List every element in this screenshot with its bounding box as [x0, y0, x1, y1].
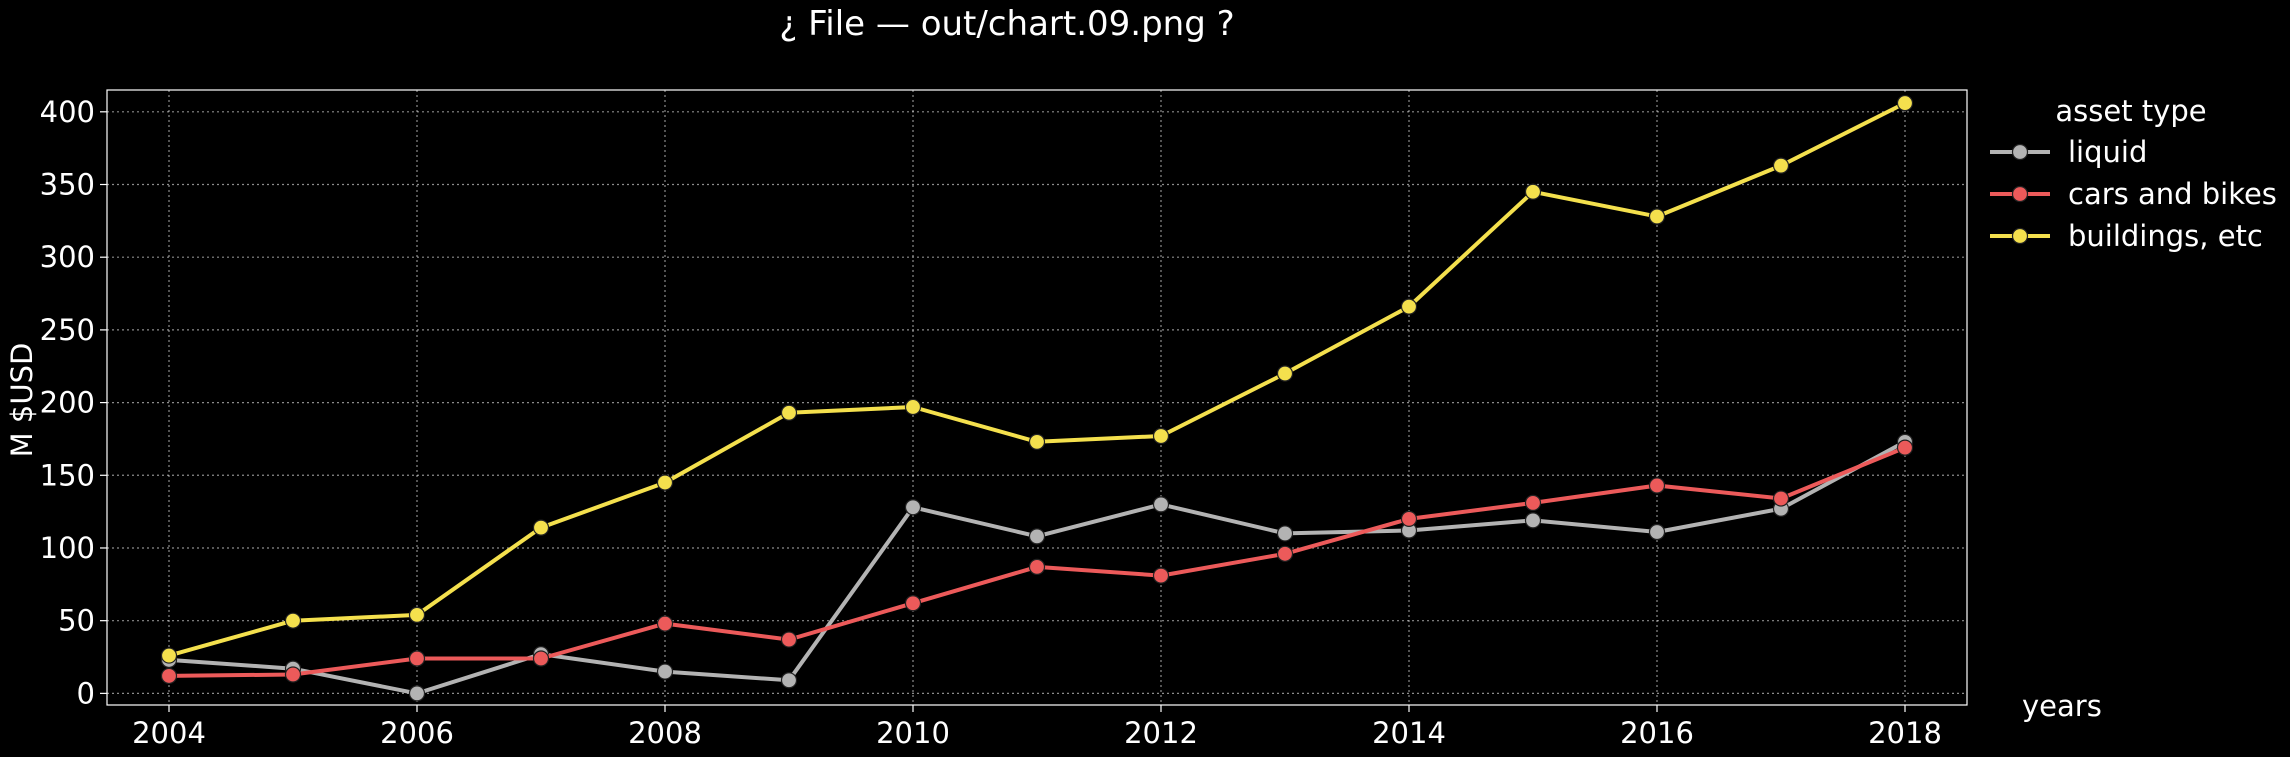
series-layer	[160, 94, 1914, 702]
y-tick-label: 50	[58, 604, 95, 638]
data-point	[904, 595, 922, 612]
x-tick-label: 2012	[1124, 716, 1198, 750]
data-point	[780, 631, 798, 648]
data-point	[1400, 510, 1418, 528]
y-tick-label: 400	[40, 95, 95, 129]
y-tick-label: 250	[40, 313, 95, 347]
chart-title: ¿ File — out/chart.09.png ?	[779, 4, 1234, 44]
data-point	[656, 474, 674, 491]
data-point	[1896, 439, 1914, 456]
data-point	[1276, 545, 1294, 562]
x-tick-label: 2018	[1868, 716, 1942, 750]
data-point	[160, 647, 178, 664]
x-axis-label: years	[2022, 689, 2102, 723]
data-point	[1028, 433, 1046, 450]
data-point	[1276, 365, 1294, 382]
data-point	[780, 672, 798, 689]
data-point	[656, 615, 674, 632]
data-point	[284, 666, 302, 683]
data-point	[1648, 477, 1666, 494]
y-tick-label: 300	[40, 240, 95, 274]
data-point	[1152, 567, 1170, 584]
legend-label: cars and bikes	[2068, 177, 2277, 211]
legend-title: asset type	[2055, 94, 2206, 128]
data-point	[408, 685, 426, 702]
data-point	[1524, 494, 1542, 512]
data-point	[1648, 208, 1666, 225]
legend: asset type liquid cars and bikes buildings…	[1990, 94, 2277, 253]
data-point	[904, 398, 922, 416]
data-point	[656, 663, 674, 680]
plot-area-frame	[106, 89, 1968, 706]
data-point	[160, 667, 178, 685]
data-point	[1896, 94, 1914, 112]
legend-swatch-marker	[2011, 143, 2029, 161]
x-tick-label: 2014	[1372, 716, 1446, 750]
data-point	[408, 650, 426, 667]
data-point	[532, 519, 550, 536]
data-point	[1648, 523, 1666, 541]
series-buildings-etc	[160, 94, 1914, 664]
data-point	[1152, 427, 1170, 445]
legend-swatch-marker	[2011, 185, 2029, 203]
legend-item: liquid	[1990, 135, 2147, 169]
x-tick-label: 2008	[628, 716, 702, 750]
series-cars-and-bikes	[160, 439, 1914, 685]
y-tick-label: 200	[40, 386, 95, 420]
data-point	[284, 612, 302, 629]
data-point	[1400, 298, 1418, 315]
data-point	[1028, 528, 1046, 545]
data-point	[1524, 183, 1542, 200]
legend-item: cars and bikes	[1990, 177, 2277, 211]
x-tick-label: 2010	[876, 716, 950, 750]
data-point	[780, 404, 798, 421]
legend-swatch-marker	[2011, 227, 2029, 245]
x-axis-ticks: 2004 2006 2008 2010 2012 2014 2016 2018	[132, 705, 1942, 750]
x-tick-label: 2016	[1620, 716, 1694, 750]
data-point	[1524, 512, 1542, 529]
x-tick-label: 2006	[380, 716, 454, 750]
data-point	[1772, 157, 1790, 174]
data-point	[904, 499, 922, 516]
y-tick-label: 100	[40, 531, 95, 565]
data-point	[1772, 490, 1790, 507]
legend-item: buildings, etc	[1990, 219, 2263, 253]
legend-label: buildings, etc	[2068, 219, 2263, 253]
x-tick-label: 2004	[132, 716, 206, 750]
data-point	[1028, 558, 1046, 575]
data-point	[1152, 496, 1170, 513]
y-axis-ticks: 0 50 100 150 200 250 300 350 400	[40, 95, 107, 710]
grid-lines	[107, 90, 1967, 705]
data-point	[532, 650, 550, 667]
data-point	[408, 606, 426, 623]
legend-label: liquid	[2068, 135, 2147, 169]
y-tick-label: 350	[40, 168, 95, 202]
y-tick-label: 150	[40, 458, 95, 492]
data-point	[1276, 525, 1294, 542]
y-tick-label: 0	[77, 676, 95, 710]
y-axis-label: M $USD	[5, 343, 39, 458]
